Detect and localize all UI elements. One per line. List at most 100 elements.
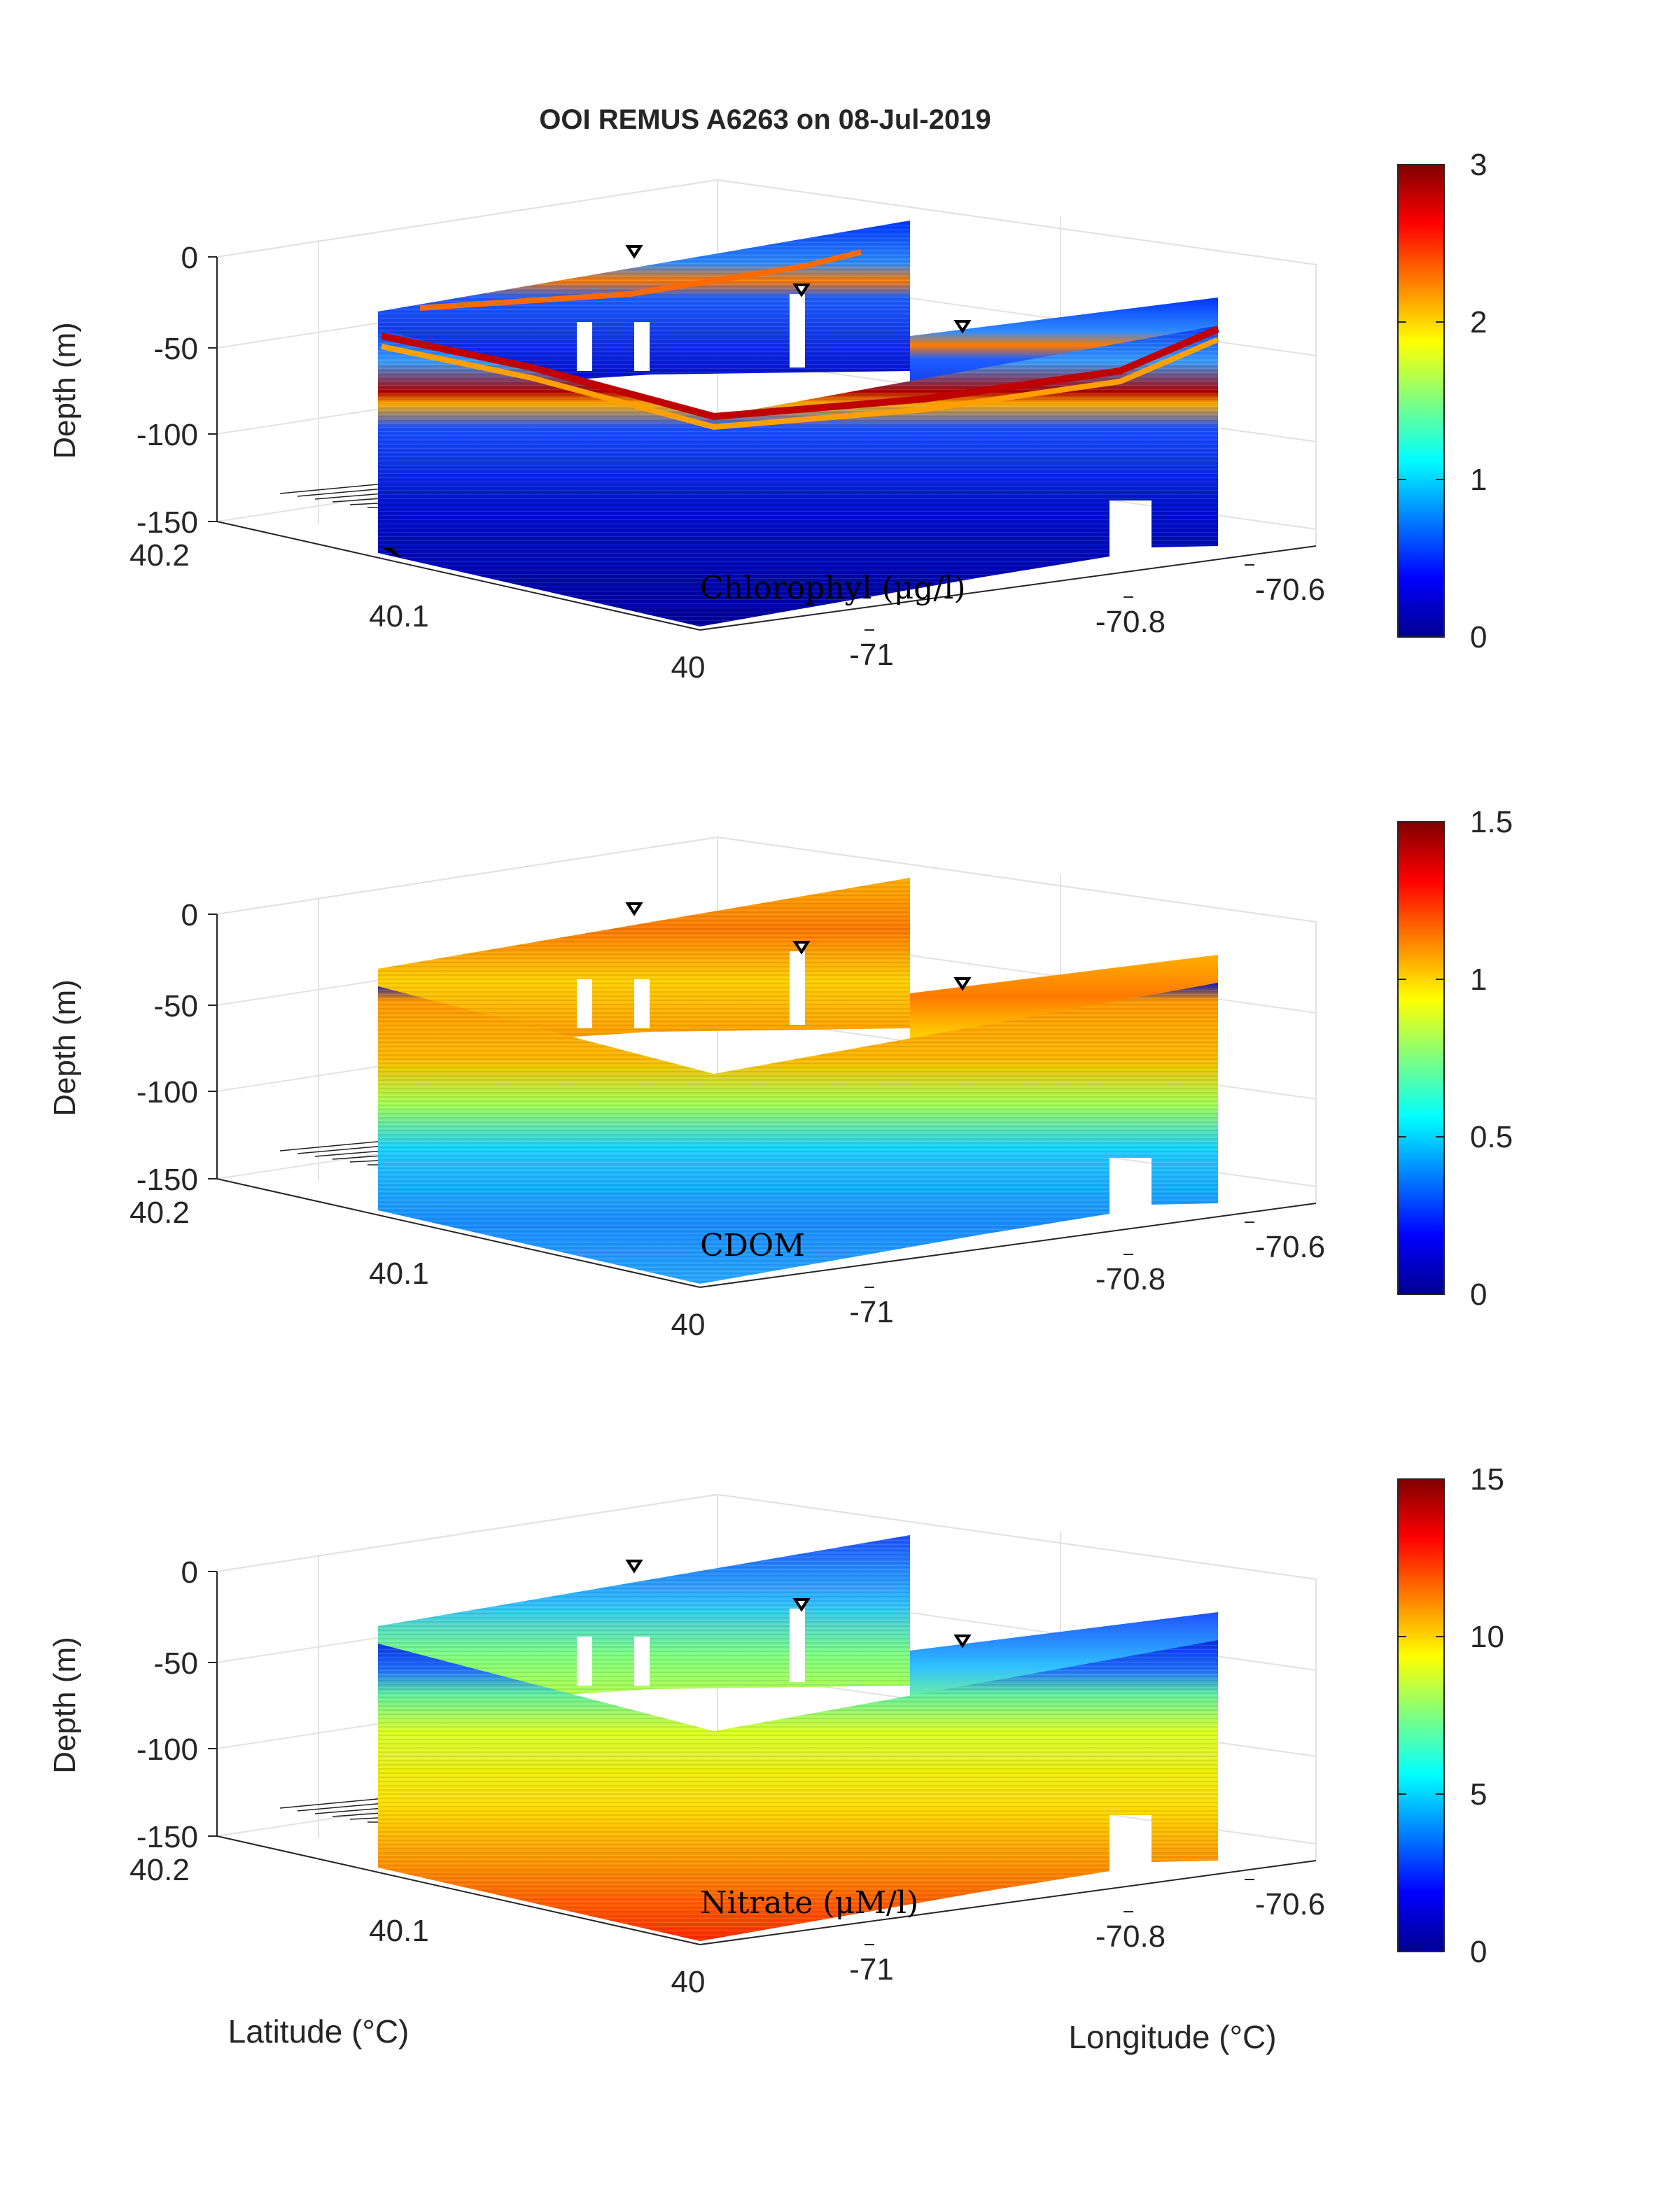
mesh-line	[297, 1802, 393, 1812]
colorbar-tick-label: 1	[1470, 962, 1487, 997]
station-marker-icon	[625, 1560, 643, 1574]
station-marker-icon	[792, 1598, 811, 1612]
chlorophyll-maximum-layer	[380, 326, 1219, 421]
depth-tick-label: -50	[153, 1646, 198, 1681]
depth-tick-label: -100	[136, 1732, 198, 1767]
panel-2: 0 -50 -100 -150 Depth (m) 40.2 40.1 40 -71 -70.8 -…	[48, 547, 1513, 1342]
colorbar-tick-label: 1	[1470, 463, 1487, 497]
colorbar-tick-label: 5	[1470, 1777, 1487, 1812]
station-marker-icon	[953, 320, 972, 334]
front-curtain-texture	[378, 1640, 1218, 1941]
longitude-tick-label: -70.6	[1255, 1887, 1325, 1921]
latitude-tick-label: 40.2	[130, 1196, 190, 1230]
station-marker-icon	[625, 902, 643, 916]
back-curtain-texture	[378, 1535, 910, 1707]
front-curtain-texture	[378, 983, 1218, 1284]
colorbar-tick-label: 0	[1470, 1935, 1487, 1969]
panel-3: 0 -50 -100 -150 Depth (m) 40.2 40.1 40 -71 -70.8 -…	[48, 547, 1504, 1999]
longitude-tick-label: -70.8	[1096, 1919, 1166, 1954]
depth-tick-label: -150	[136, 1820, 198, 1854]
colorbar-tick-label: 0.5	[1470, 1120, 1513, 1154]
latitude-tick-label: 40	[671, 1308, 706, 1342]
longitude-tick-label: -70.8	[1096, 605, 1166, 639]
panel-title: CDOM	[700, 1228, 805, 1264]
colorbar-tick-label: 1.5	[1470, 805, 1513, 839]
panel-1: 0 -50 -100 -150 Depth (m) 40.2 40.1 40 -71 -70.8 -…	[48, 148, 1487, 685]
vehicle-marker	[383, 547, 401, 558]
mesh-line	[279, 1797, 393, 1809]
station-marker-icon	[625, 245, 643, 259]
depth-tick-label: -100	[136, 418, 198, 452]
station-marker-icon	[792, 941, 811, 955]
depth-tick-label: -150	[136, 505, 198, 540]
depth-axis-label: Depth (m)	[48, 322, 82, 459]
longitude-axis-line	[699, 1203, 1317, 1288]
mesh-line	[297, 1144, 393, 1154]
latitude-tick-label: 40	[671, 650, 706, 685]
colorbar-tick-label: 3	[1470, 148, 1487, 182]
longitude-tick-label: -71	[849, 638, 894, 672]
depth-tick-label: -50	[153, 332, 198, 366]
back-curtain-texture	[378, 878, 910, 1049]
depth-tick-label: 0	[181, 1555, 198, 1590]
latitude-label: Latitude (°C)	[228, 2013, 410, 2050]
colorbar	[1397, 1478, 1445, 1952]
colorbar-tick-label: 0	[1470, 1278, 1487, 1312]
longitude-tick-label: -71	[849, 1952, 894, 1987]
colorbar-tick-label: 15	[1470, 1462, 1504, 1497]
colorbar	[1397, 821, 1445, 1295]
depth-grid-line	[717, 1494, 1317, 1580]
front-curtain-texture	[378, 326, 1218, 626]
depth-grid-line	[717, 836, 1317, 923]
longitude-axis-line	[699, 1860, 1317, 1945]
data-gap	[634, 322, 650, 371]
longitude-tick-label: -70.6	[1255, 1230, 1325, 1264]
chlorophyll-maximum-edge	[381, 337, 1219, 430]
depth-axis	[208, 256, 218, 522]
depth-axis	[208, 1571, 218, 1837]
colorbar-tick-label: 2	[1470, 305, 1487, 340]
mesh-line	[297, 487, 393, 497]
latitude-tick-label: 40.2	[130, 538, 190, 573]
latitude-axis-line	[216, 521, 701, 631]
back-curtain-texture	[378, 220, 910, 392]
latitude-axis-line	[216, 1835, 701, 1945]
colorbar	[1397, 164, 1445, 638]
data-gap	[790, 1609, 805, 1682]
depth-grid-line	[216, 179, 718, 258]
data-gap	[634, 1637, 650, 1686]
latitude-axis-line	[216, 1178, 701, 1288]
longitude-axis-line	[699, 545, 1317, 631]
depth-axis-label: Depth (m)	[48, 1637, 82, 1774]
depth-grid-line	[717, 179, 1317, 265]
longitude-tick-label: -71	[849, 1295, 894, 1329]
data-gap	[790, 294, 805, 368]
depth-grid-line	[216, 836, 718, 915]
colorbar-tick-label: 10	[1470, 1620, 1504, 1654]
data-gap	[790, 951, 805, 1025]
depth-axis	[208, 913, 218, 1180]
data-gap	[577, 322, 592, 371]
depth-grid-line	[216, 1494, 718, 1572]
depth-tick-label: -50	[153, 989, 198, 1023]
latitude-tick-label: 40.1	[369, 1256, 429, 1291]
longitude-tick-label: -70.6	[1255, 573, 1325, 607]
depth-tick-label: -150	[136, 1163, 198, 1197]
colorbar-tick-label: 0	[1470, 620, 1487, 654]
data-gap	[577, 1637, 592, 1686]
depth-tick-label: 0	[181, 241, 198, 275]
data-gap	[577, 979, 592, 1028]
latitude-tick-label: 40.2	[130, 1853, 190, 1887]
latitude-tick-label: 40	[671, 1965, 706, 1999]
panel-title: Nitrate (μM/l)	[700, 1885, 918, 1921]
longitude-tick-label: -70.8	[1096, 1262, 1166, 1296]
mesh-line	[279, 482, 393, 494]
data-gap	[634, 979, 650, 1028]
station-marker-icon	[953, 1634, 972, 1648]
panel-title: Chlorophyl (μg/l)	[700, 570, 966, 606]
station-marker-icon	[792, 284, 811, 298]
depth-tick-label: -100	[136, 1075, 198, 1110]
station-marker-icon	[953, 977, 972, 991]
depth-tick-label: 0	[181, 898, 198, 932]
